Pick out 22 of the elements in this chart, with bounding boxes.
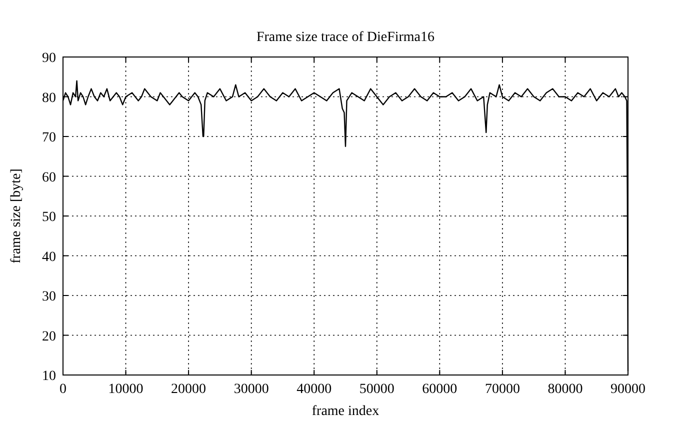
x-axis-title: frame index — [312, 404, 380, 419]
chart-title: Frame size trace of DieFirma16 — [256, 30, 435, 45]
y-axis-title: frame size [byte] — [9, 168, 24, 264]
x-tick-label: 50000 — [359, 382, 394, 397]
x-tick-label: 20000 — [171, 382, 206, 397]
y-tick-label: 50 — [42, 210, 56, 225]
y-tick-label: 80 — [42, 90, 56, 106]
y-tick-label: 30 — [42, 290, 56, 304]
y-tick-label: 40 — [42, 250, 56, 265]
y-tick-label: 70 — [42, 130, 56, 146]
y-tick-label: 10 — [42, 369, 56, 384]
x-tick-label: 40000 — [296, 382, 332, 397]
x-tick-label: 60000 — [422, 382, 458, 397]
y-tick-label: 60 — [42, 170, 56, 186]
y-tick-label: 20 — [42, 329, 56, 344]
x-tick-label: 10000 — [108, 382, 144, 397]
x-tick-label: 80000 — [548, 382, 583, 397]
x-tick-label: 70000 — [484, 382, 520, 397]
x-tick-label: 90000 — [610, 382, 646, 397]
y-tick-label: 90 — [42, 51, 56, 66]
x-tick-label: 30000 — [234, 382, 269, 397]
x-tick-label: 0 — [60, 382, 66, 397]
